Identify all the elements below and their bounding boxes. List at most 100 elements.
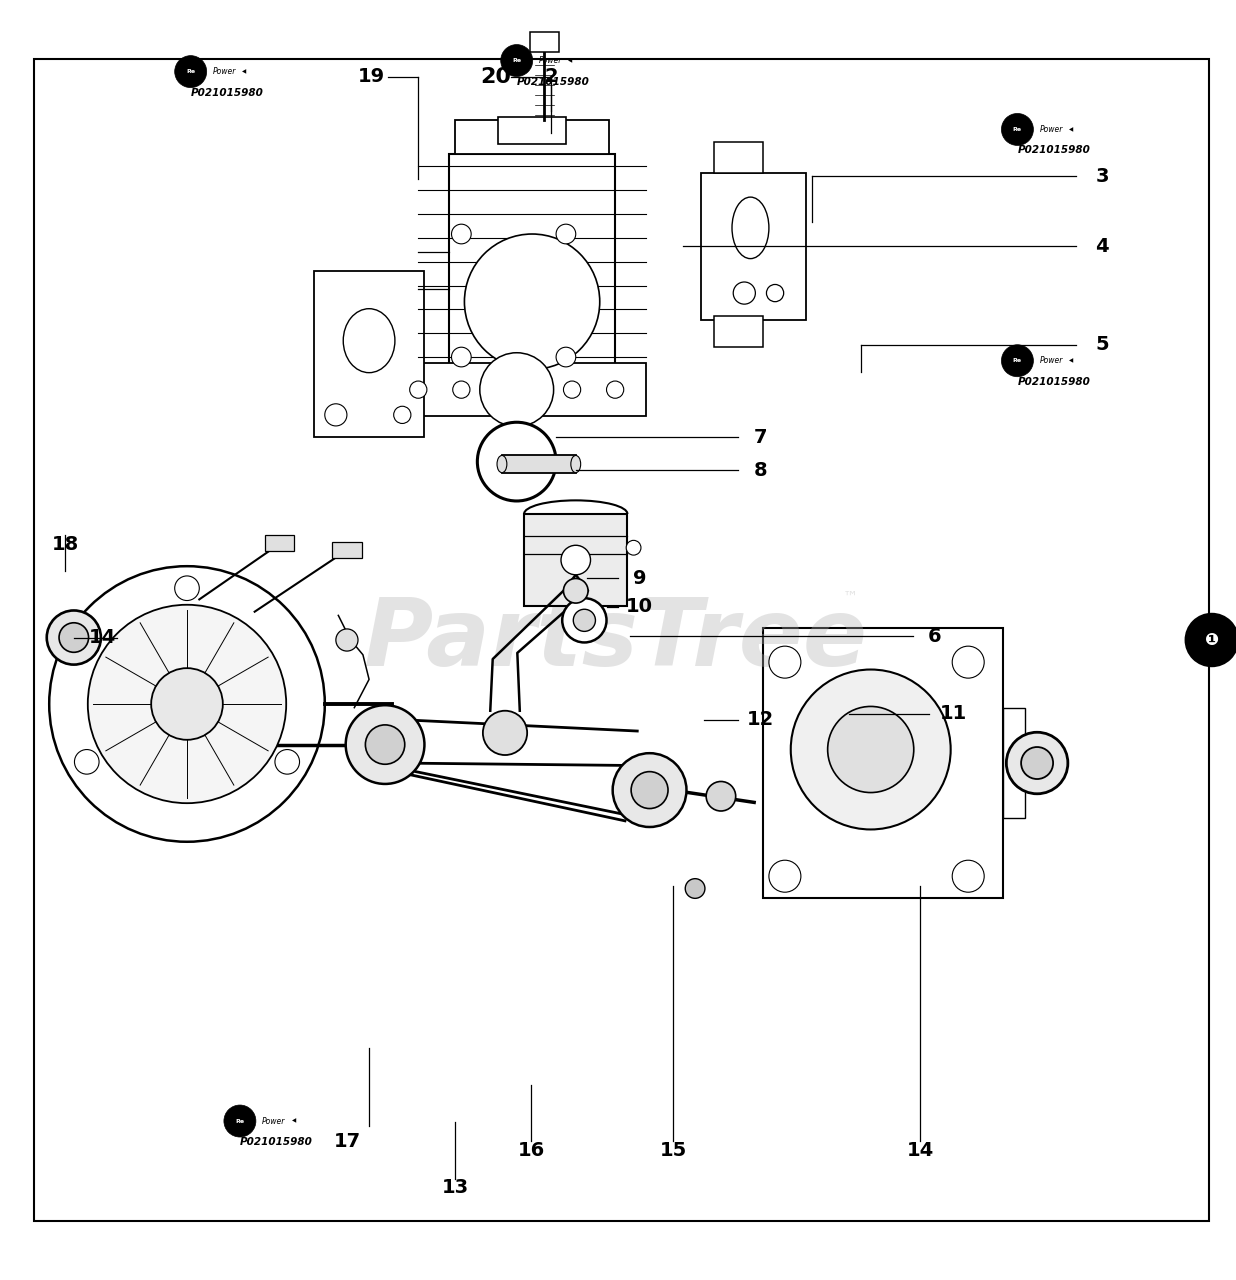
Text: Re: Re xyxy=(235,1119,245,1124)
Text: P021015980: P021015980 xyxy=(1017,146,1090,155)
Text: P021015980: P021015980 xyxy=(1017,376,1090,387)
Text: ◀: ◀ xyxy=(1069,127,1073,132)
Circle shape xyxy=(47,611,101,664)
Text: ❶: ❶ xyxy=(1205,631,1219,649)
Text: Re: Re xyxy=(512,58,522,63)
Circle shape xyxy=(769,860,801,892)
Bar xyxy=(524,513,628,607)
Circle shape xyxy=(49,566,325,842)
Circle shape xyxy=(1187,614,1236,666)
Circle shape xyxy=(480,353,554,426)
Bar xyxy=(455,119,609,154)
Circle shape xyxy=(501,45,533,77)
Text: 18: 18 xyxy=(52,535,79,553)
Circle shape xyxy=(564,579,588,603)
Bar xyxy=(314,271,424,436)
Bar xyxy=(1002,708,1025,818)
Text: Re: Re xyxy=(1012,358,1022,364)
Ellipse shape xyxy=(344,308,396,372)
Text: 20: 20 xyxy=(481,67,512,87)
Circle shape xyxy=(564,381,581,398)
Text: 7: 7 xyxy=(754,428,768,447)
Bar xyxy=(713,142,763,173)
Circle shape xyxy=(174,55,206,87)
Text: 16: 16 xyxy=(518,1140,545,1160)
Circle shape xyxy=(685,878,705,899)
Circle shape xyxy=(483,710,528,755)
Text: Power: Power xyxy=(213,67,236,76)
Circle shape xyxy=(562,598,607,643)
Circle shape xyxy=(88,604,287,803)
Circle shape xyxy=(346,705,424,783)
Text: 19: 19 xyxy=(358,67,386,86)
Circle shape xyxy=(766,284,784,302)
Circle shape xyxy=(556,347,576,367)
Bar xyxy=(388,364,646,416)
Text: 2: 2 xyxy=(544,67,557,86)
Text: Re: Re xyxy=(1012,127,1022,132)
Circle shape xyxy=(733,282,755,305)
Circle shape xyxy=(325,403,347,426)
Circle shape xyxy=(451,347,471,367)
Circle shape xyxy=(574,609,596,631)
Circle shape xyxy=(1001,344,1033,376)
Text: 5: 5 xyxy=(1095,335,1109,355)
Circle shape xyxy=(151,668,222,740)
Text: ◀: ◀ xyxy=(292,1119,295,1124)
Text: Power: Power xyxy=(1039,356,1063,365)
Text: 15: 15 xyxy=(659,1140,686,1160)
Text: 11: 11 xyxy=(939,704,967,723)
Text: 17: 17 xyxy=(334,1133,361,1152)
Circle shape xyxy=(952,860,984,892)
Bar xyxy=(529,32,559,52)
Text: 3: 3 xyxy=(1095,166,1109,186)
Text: 10: 10 xyxy=(627,598,654,616)
Circle shape xyxy=(556,224,576,244)
Text: 14: 14 xyxy=(906,1140,934,1160)
Text: 4: 4 xyxy=(1095,237,1109,256)
Bar xyxy=(763,627,1002,899)
Circle shape xyxy=(409,381,426,398)
Circle shape xyxy=(1001,114,1033,146)
Circle shape xyxy=(477,422,556,500)
Text: P021015980: P021015980 xyxy=(240,1137,313,1147)
Ellipse shape xyxy=(571,456,581,472)
Circle shape xyxy=(59,623,89,653)
Circle shape xyxy=(613,753,686,827)
Text: 12: 12 xyxy=(747,710,774,730)
Bar xyxy=(713,316,763,347)
Circle shape xyxy=(274,750,299,774)
Circle shape xyxy=(561,545,591,575)
Circle shape xyxy=(452,381,470,398)
Circle shape xyxy=(1006,732,1068,794)
Text: 14: 14 xyxy=(89,628,116,646)
Circle shape xyxy=(465,234,599,370)
Circle shape xyxy=(952,646,984,678)
Text: Re: Re xyxy=(187,69,195,74)
Text: 8: 8 xyxy=(754,461,768,480)
Circle shape xyxy=(366,724,404,764)
Circle shape xyxy=(828,707,913,792)
Text: 6: 6 xyxy=(928,627,942,646)
Text: ™: ™ xyxy=(843,590,858,604)
Circle shape xyxy=(632,772,667,809)
Circle shape xyxy=(224,1105,256,1137)
Circle shape xyxy=(769,646,801,678)
Circle shape xyxy=(394,406,410,424)
Bar xyxy=(498,118,566,145)
Text: 13: 13 xyxy=(441,1178,468,1197)
Bar xyxy=(332,541,362,558)
Text: 9: 9 xyxy=(633,570,646,588)
Circle shape xyxy=(451,224,471,244)
Text: P021015980: P021015980 xyxy=(517,77,590,87)
Circle shape xyxy=(607,381,624,398)
Text: Power: Power xyxy=(262,1116,286,1125)
Circle shape xyxy=(336,628,358,652)
Bar xyxy=(502,456,576,472)
Text: P021015980: P021015980 xyxy=(190,87,263,97)
Bar xyxy=(449,154,616,370)
Circle shape xyxy=(791,669,950,829)
Text: ◀: ◀ xyxy=(242,69,247,74)
Text: ◀: ◀ xyxy=(569,58,572,63)
Ellipse shape xyxy=(732,197,769,259)
